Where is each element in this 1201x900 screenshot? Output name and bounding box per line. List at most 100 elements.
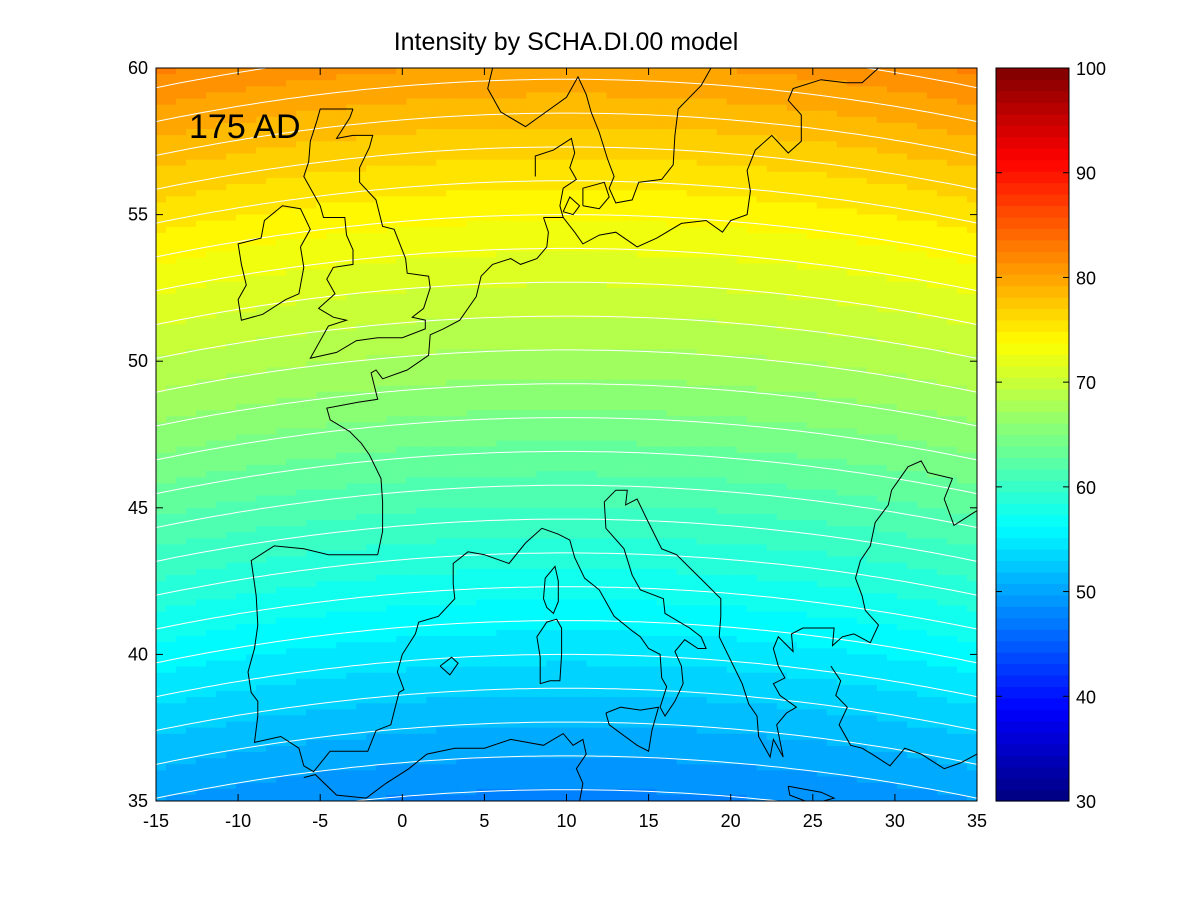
field-cell	[196, 153, 207, 161]
field-cell	[406, 776, 417, 784]
field-cell	[216, 452, 227, 460]
field-cell	[226, 672, 237, 680]
field-cell	[176, 141, 187, 149]
field-cell	[546, 715, 558, 723]
field-cell	[306, 611, 317, 619]
field-cell	[496, 263, 508, 271]
field-cell	[506, 129, 518, 136]
field-cell	[436, 239, 447, 246]
field-cell	[306, 733, 317, 741]
field-cell	[156, 379, 167, 387]
field-cell	[236, 165, 247, 173]
field-cell	[526, 691, 538, 698]
field-cell	[216, 330, 227, 338]
field-cell	[256, 348, 267, 356]
field-cell	[386, 391, 397, 399]
field-cell	[196, 80, 207, 87]
field-cell	[186, 336, 197, 344]
field-cell	[276, 361, 287, 368]
field-cell	[196, 574, 207, 582]
field-cell	[386, 672, 397, 680]
field-cell	[476, 611, 488, 619]
field-cell	[466, 617, 477, 625]
field-cell	[506, 385, 518, 393]
field-cell	[176, 660, 187, 668]
field-cell	[226, 80, 237, 87]
field-cell	[336, 226, 347, 234]
field-cell	[166, 507, 177, 515]
field-cell	[326, 257, 337, 265]
field-cell	[296, 538, 307, 546]
field-cell	[346, 446, 357, 454]
field-cell	[526, 294, 538, 301]
field-cell	[226, 177, 237, 185]
field-cell	[476, 135, 488, 142]
field-cell	[386, 403, 397, 411]
field-cell	[396, 458, 407, 466]
field-cell	[436, 379, 447, 387]
field-cell	[476, 758, 488, 765]
field-cell	[356, 617, 367, 625]
field-cell	[316, 269, 327, 277]
field-cell	[346, 232, 357, 240]
field-cell	[236, 691, 247, 698]
field-cell	[516, 489, 528, 497]
field-cell	[226, 373, 237, 381]
field-cell	[556, 446, 568, 454]
field-cell	[206, 727, 217, 735]
field-cell	[456, 342, 467, 350]
field-cell	[546, 581, 558, 588]
field-cell	[386, 709, 397, 717]
field-cell	[316, 92, 327, 100]
field-cell	[406, 184, 417, 191]
field-cell	[236, 324, 247, 332]
field-cell	[266, 116, 277, 124]
field-cell	[466, 794, 477, 801]
field-cell	[206, 397, 217, 405]
field-cell	[486, 727, 498, 735]
field-cell	[436, 74, 447, 81]
field-cell	[216, 440, 227, 448]
field-cell	[476, 446, 488, 454]
field-cell	[396, 336, 407, 344]
field-cell	[156, 220, 167, 228]
field-cell	[206, 220, 217, 228]
field-cell	[436, 159, 447, 167]
field-cell	[226, 330, 237, 338]
field-cell	[346, 263, 357, 271]
field-cell	[516, 153, 528, 161]
field-cell	[446, 379, 457, 387]
field-cell	[316, 263, 327, 271]
field-cell	[286, 214, 297, 222]
field-cell	[366, 501, 377, 509]
field-cell	[346, 727, 357, 735]
field-cell	[246, 458, 257, 466]
field-cell	[276, 86, 287, 94]
field-cell	[456, 642, 467, 649]
field-cell	[276, 611, 287, 619]
field-cell	[206, 434, 217, 442]
field-cell	[336, 355, 347, 362]
field-cell	[226, 245, 237, 252]
field-cell	[156, 239, 167, 246]
field-cell	[476, 642, 488, 649]
field-cell	[566, 220, 578, 228]
field-cell	[546, 122, 558, 130]
field-cell	[396, 422, 407, 429]
field-cell	[356, 556, 367, 564]
field-cell	[536, 403, 548, 411]
field-cell	[206, 709, 217, 717]
field-cell	[526, 367, 538, 375]
field-cell	[556, 611, 568, 619]
field-cell	[156, 538, 167, 546]
field-cell	[456, 532, 467, 539]
field-cell	[346, 452, 357, 460]
field-cell	[416, 391, 427, 399]
field-cell	[316, 110, 327, 118]
field-cell	[196, 422, 207, 429]
field-cell	[216, 159, 227, 167]
field-cell	[516, 68, 528, 75]
field-cell	[286, 788, 297, 796]
field-cell	[216, 379, 227, 387]
field-cell	[456, 129, 467, 136]
